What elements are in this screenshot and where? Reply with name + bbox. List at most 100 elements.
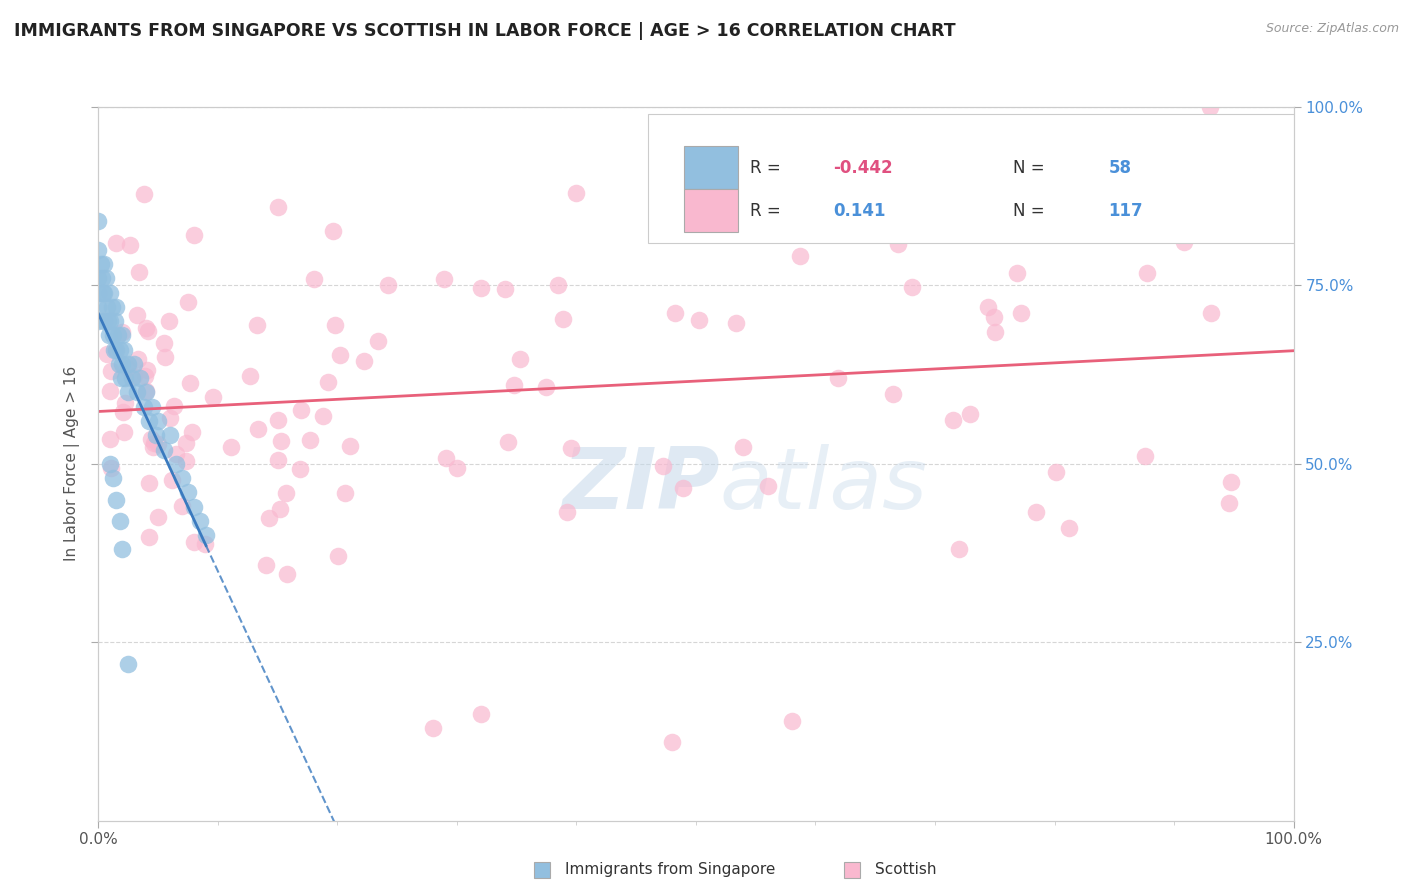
Point	[135, 384, 157, 399]
Point	[502, 378, 524, 392]
Point	[181, 425, 204, 439]
Text: 0.141: 0.141	[834, 202, 886, 219]
Point	[127, 308, 149, 322]
Point	[138, 414, 160, 428]
Point	[312, 409, 335, 423]
Text: Immigrants from Singapore: Immigrants from Singapore	[565, 863, 776, 877]
Point	[142, 435, 165, 450]
Point	[117, 657, 139, 671]
Point	[179, 376, 201, 391]
Point	[160, 473, 183, 487]
Point	[128, 264, 150, 278]
Point	[325, 318, 347, 332]
Point	[246, 318, 269, 332]
Point	[107, 328, 129, 343]
Point	[1206, 225, 1229, 239]
Point	[276, 567, 298, 582]
Point	[299, 433, 322, 447]
Text: R =: R =	[749, 159, 786, 177]
Point	[101, 471, 124, 485]
Point	[103, 343, 125, 357]
Point	[159, 428, 181, 442]
Point	[98, 433, 122, 447]
Text: IMMIGRANTS FROM SINGAPORE VS SCOTTISH IN LABOR FORCE | AGE > 16 CORRELATION CHAR: IMMIGRANTS FROM SINGAPORE VS SCOTTISH IN…	[14, 22, 956, 40]
Point	[194, 536, 217, 550]
Point	[159, 410, 181, 425]
Text: N =: N =	[1012, 202, 1049, 219]
Point	[132, 400, 155, 414]
Point	[105, 236, 128, 251]
Point	[138, 476, 160, 491]
Point	[124, 357, 146, 371]
Point	[100, 364, 122, 378]
Point	[112, 425, 135, 439]
Point	[267, 200, 290, 214]
Point	[87, 243, 110, 257]
Point	[1173, 235, 1195, 249]
Point	[555, 505, 578, 519]
Point	[98, 328, 121, 343]
Point	[117, 361, 139, 376]
Point	[148, 509, 170, 524]
Point	[87, 285, 110, 300]
Point	[828, 214, 851, 228]
Point	[165, 447, 187, 461]
Text: atlas: atlas	[720, 443, 928, 527]
Point	[274, 486, 297, 500]
Point	[87, 314, 110, 328]
Point	[333, 486, 356, 500]
Point	[91, 285, 114, 300]
Point	[304, 272, 326, 286]
Point	[177, 295, 200, 310]
Point	[353, 354, 375, 368]
FancyBboxPatch shape	[648, 114, 1294, 243]
Point	[105, 343, 128, 357]
Point	[163, 400, 186, 414]
Point	[1135, 266, 1157, 280]
Text: -0.442: -0.442	[834, 159, 893, 177]
Point	[827, 370, 849, 384]
Point	[269, 502, 291, 516]
Point	[98, 457, 122, 471]
Point	[290, 403, 312, 417]
Point	[1007, 266, 1029, 280]
Point	[239, 369, 262, 384]
Text: 58: 58	[1108, 159, 1132, 177]
Point	[132, 186, 155, 201]
Point	[259, 511, 281, 525]
Point	[322, 224, 344, 238]
Point	[108, 343, 131, 357]
Point	[1133, 450, 1156, 464]
Point	[724, 316, 747, 330]
Point	[1220, 475, 1243, 489]
Point	[134, 368, 156, 383]
Point	[135, 321, 157, 335]
Point	[254, 558, 277, 572]
Point	[948, 542, 970, 557]
Point	[138, 530, 160, 544]
Text: 117: 117	[1108, 202, 1143, 219]
Point	[509, 351, 531, 366]
Point	[96, 300, 118, 314]
Point	[1199, 100, 1222, 114]
Point	[157, 314, 180, 328]
Point	[664, 306, 686, 320]
Point	[977, 300, 1000, 314]
Point	[125, 385, 148, 400]
Point	[172, 500, 194, 514]
Point	[433, 272, 456, 286]
Point	[153, 442, 176, 457]
Point	[111, 325, 134, 339]
Point	[117, 385, 139, 400]
Point	[129, 371, 152, 385]
Point	[174, 453, 197, 467]
Point	[93, 314, 115, 328]
Point	[136, 362, 159, 376]
Point	[94, 271, 117, 285]
Point	[98, 285, 122, 300]
Text: N =: N =	[1012, 159, 1049, 177]
Point	[422, 721, 444, 735]
Point	[661, 735, 683, 749]
Point	[111, 542, 134, 557]
Point	[172, 471, 194, 485]
